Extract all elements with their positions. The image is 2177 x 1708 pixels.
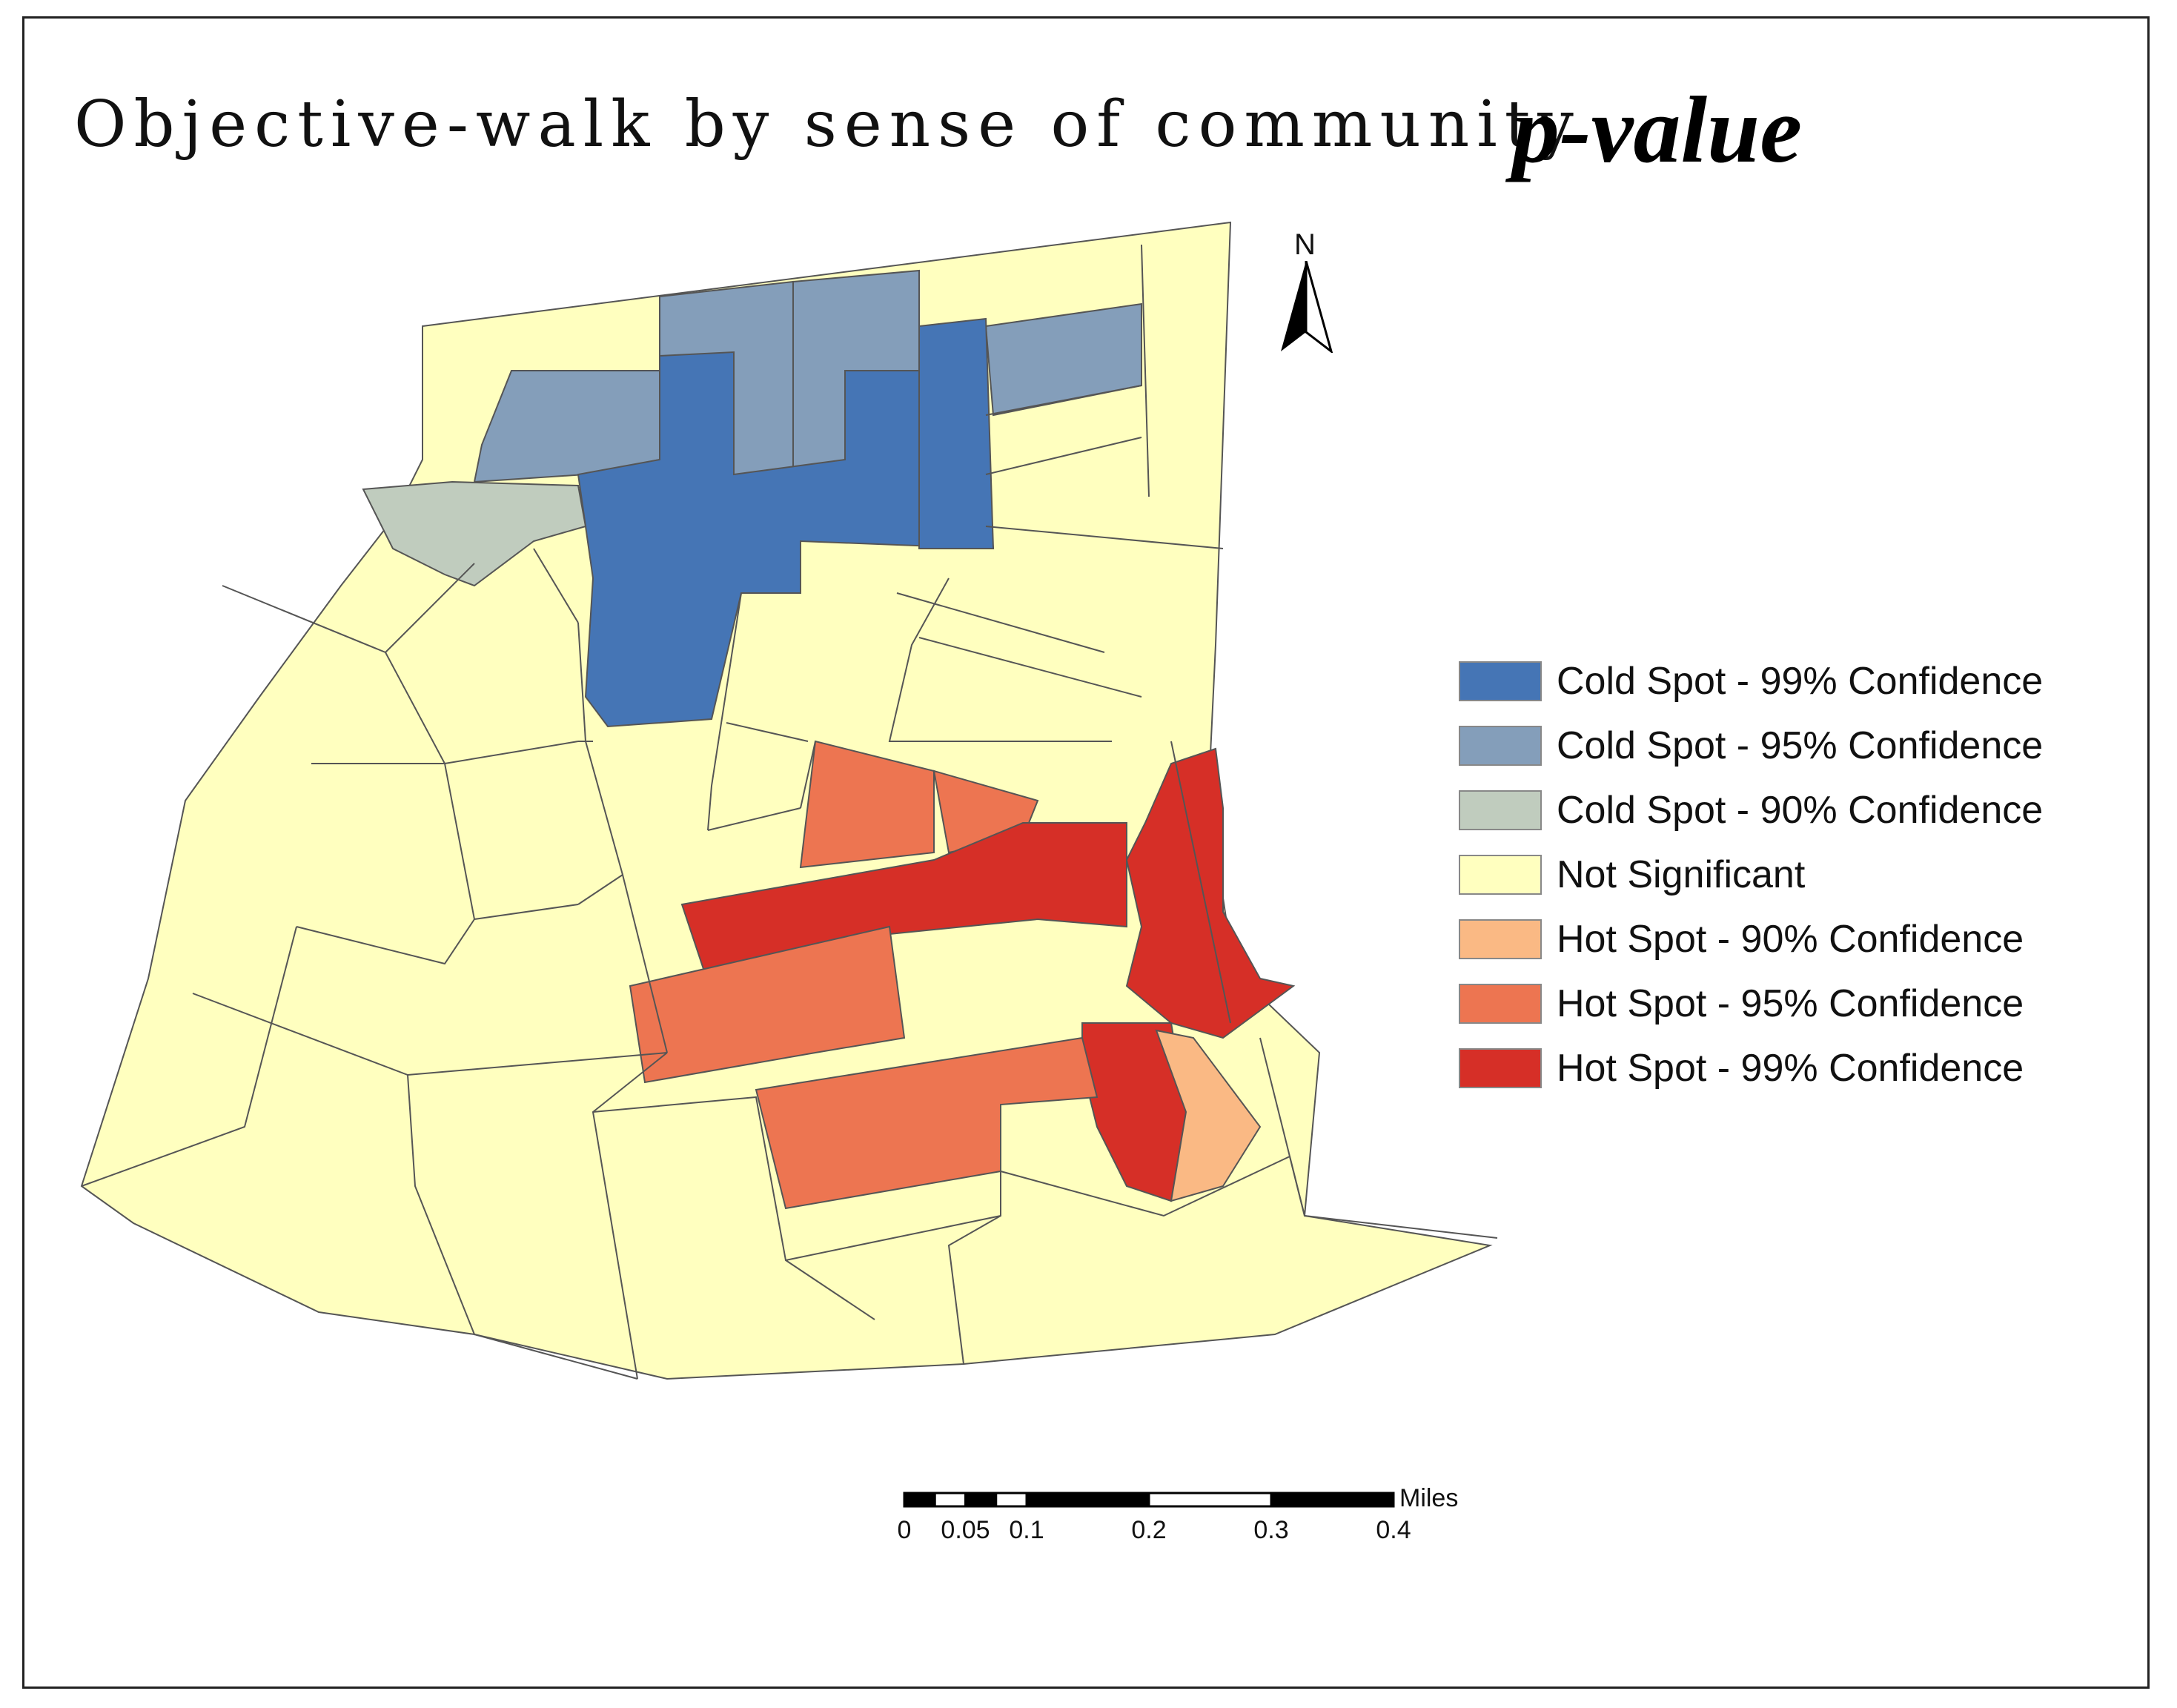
region-hot-90-southeast: [1155, 1029, 1262, 1202]
legend-swatch: [1459, 919, 1542, 959]
scale-segment: [964, 1492, 998, 1508]
scale-segment: [1147, 1492, 1273, 1508]
street-line: [407, 1074, 638, 1380]
north-arrow-icon: [1281, 261, 1333, 353]
scale-tick-label: 0.4: [1376, 1516, 1411, 1544]
street-line: [296, 918, 475, 965]
region-cold-99-core: [577, 351, 995, 728]
street-line: [800, 741, 816, 809]
region-hot-95-north: [799, 740, 935, 869]
legend-label: Hot Spot - 95% Confidence: [1557, 982, 2024, 1025]
legend-label: Cold Spot - 99% Confidence: [1557, 660, 2044, 703]
street-line: [707, 807, 801, 831]
street-line: [947, 1215, 1001, 1365]
legend-label: Cold Spot - 90% Confidence: [1557, 789, 2044, 832]
street-line: [533, 548, 579, 623]
region-hot-95-west: [629, 925, 906, 1084]
legend-swatch: [1459, 984, 1542, 1024]
map-title: Objective-walk by sense of community: [74, 87, 1581, 162]
street-line: [985, 526, 1224, 549]
scale-bar: [903, 1492, 1395, 1508]
street-line: [592, 1096, 875, 1320]
street-line: [985, 385, 1142, 416]
north-label: N: [1294, 228, 1316, 261]
legend-label: Hot Spot - 90% Confidence: [1557, 918, 2024, 961]
scale-segment: [995, 1492, 1028, 1508]
scale-tick-label: 0.2: [1131, 1516, 1167, 1544]
street-line: [726, 722, 809, 742]
street-line: [918, 637, 1142, 698]
scale-tick-label: 0.3: [1253, 1516, 1289, 1544]
street-line: [896, 592, 1105, 653]
legend-swatch: [1459, 790, 1542, 830]
region-hot-95-south: [755, 1036, 1099, 1210]
scale-segment: [1270, 1492, 1395, 1508]
region-hot-99-east: [1125, 747, 1296, 1039]
street-line: [1000, 1156, 1290, 1217]
legend-label: Cold Spot - 95% Confidence: [1557, 724, 2044, 767]
street-line: [385, 563, 475, 653]
street-line: [444, 741, 579, 764]
street-line: [1259, 1037, 1305, 1217]
region-cold-99-east-column: [918, 317, 995, 549]
legend-swatch: [1459, 1048, 1542, 1088]
region-cold-90-west: [362, 480, 587, 587]
legend-swatch: [1459, 726, 1542, 766]
scale-segment: [933, 1492, 967, 1508]
street-line: [707, 592, 742, 831]
map-title-emphasis: p-value: [1512, 77, 1802, 182]
street-line: [888, 577, 1112, 742]
scale-tick-label: 0: [897, 1516, 912, 1544]
scale-tick-label: 0.05: [941, 1516, 990, 1544]
street-line: [985, 437, 1142, 475]
legend-label: Hot Spot - 99% Confidence: [1557, 1047, 2024, 1090]
scale-unit: Miles: [1399, 1484, 1459, 1512]
street-line: [1141, 244, 1150, 497]
street-line: [1170, 741, 1231, 1024]
scale-segment: [1025, 1492, 1150, 1508]
legend-swatch: [1459, 855, 1542, 895]
legend-label: Not Significant: [1557, 853, 1806, 896]
legend-swatch: [1459, 661, 1542, 701]
scale-segment: [903, 1492, 936, 1508]
street-line: [81, 926, 297, 1187]
scale-tick-label: 0.1: [1009, 1516, 1044, 1544]
